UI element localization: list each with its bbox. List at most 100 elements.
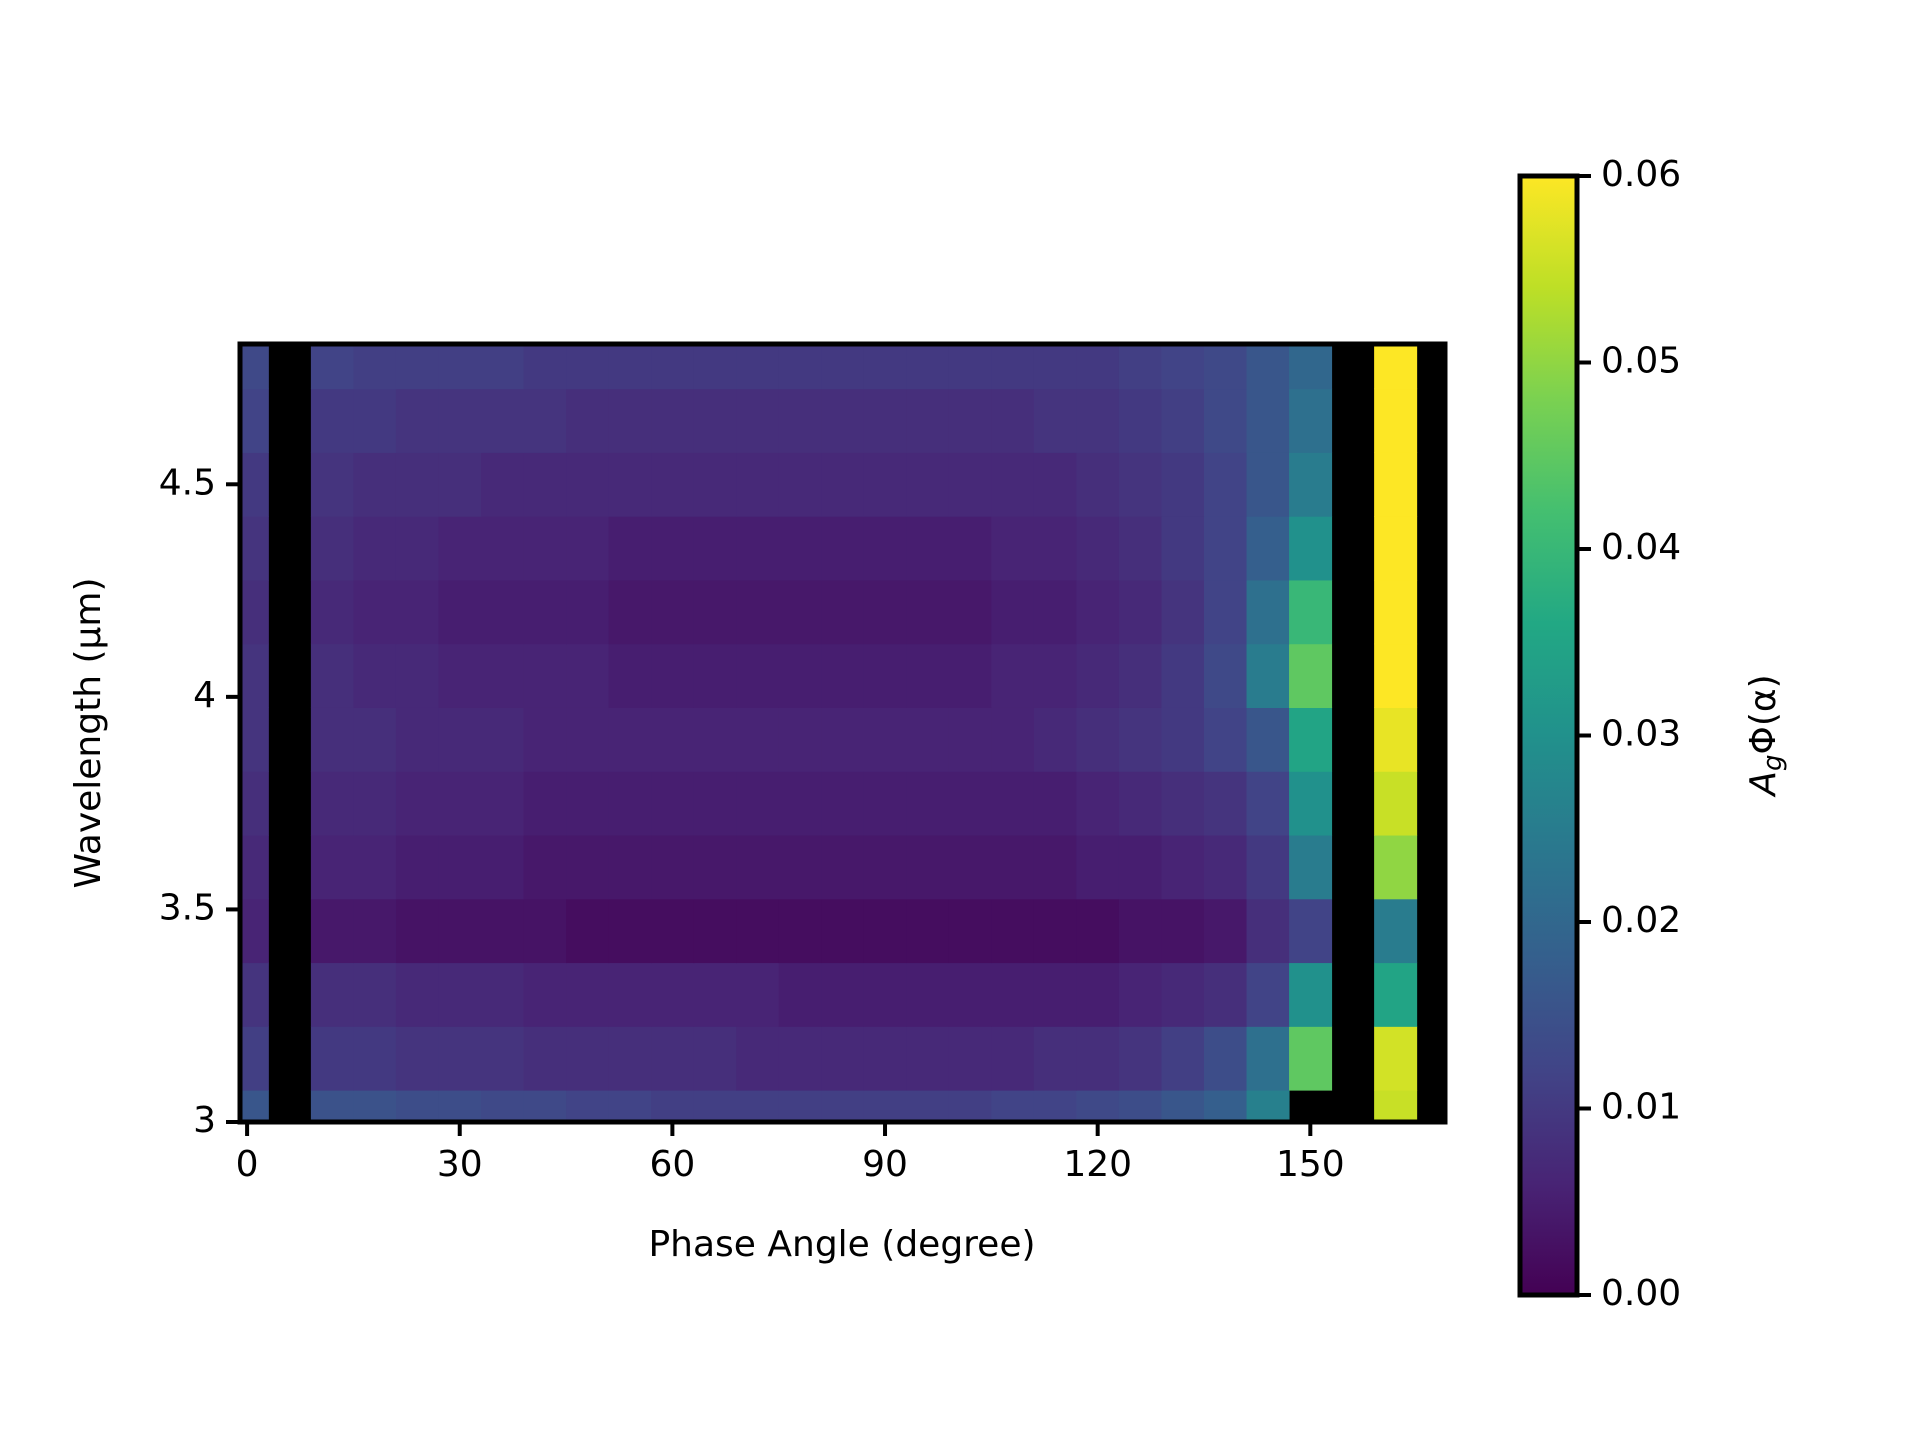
heatmap-cell	[310, 344, 354, 390]
heatmap-cell	[1161, 1090, 1205, 1122]
heatmap-cell	[948, 1026, 992, 1091]
heatmap-cell	[310, 1026, 354, 1091]
heatmap-cell	[1118, 344, 1162, 390]
heatmap-cell	[651, 579, 695, 645]
heatmap-cell	[1118, 835, 1162, 900]
heatmap-cell	[693, 835, 737, 900]
x-axis-label: Phase Angle (degree)	[648, 1224, 1035, 1265]
heatmap-cell	[948, 707, 992, 772]
heatmap-cell	[991, 516, 1035, 581]
heatmap-cell	[566, 452, 610, 517]
heatmap-cell	[523, 579, 567, 645]
heatmap-cell	[523, 898, 567, 964]
heatmap-cell	[523, 1026, 567, 1091]
heatmap-cell	[778, 835, 822, 900]
heatmap-cell	[353, 643, 397, 708]
heatmap-cell	[778, 898, 822, 964]
heatmap-cell	[778, 962, 822, 1027]
heatmap-cell	[1161, 707, 1205, 772]
heatmap-cell	[1118, 452, 1162, 517]
heatmap-cell	[1118, 388, 1162, 453]
heatmap-cell	[906, 1026, 950, 1091]
heatmap-cell	[438, 898, 482, 964]
heatmap-cell	[736, 962, 780, 1027]
heatmap-cell	[863, 516, 907, 581]
heatmap-cell	[438, 1026, 482, 1091]
heatmap-cell	[1118, 1026, 1162, 1091]
heatmap-cell	[608, 1026, 652, 1091]
heatmap-cell	[1246, 643, 1290, 708]
heatmap-cell	[438, 452, 482, 517]
heatmap-cell	[863, 707, 907, 772]
heatmap-cell	[821, 452, 865, 517]
heatmap-cell	[608, 962, 652, 1027]
heatmap-cell	[1289, 388, 1333, 453]
heatmap-cell	[693, 898, 737, 964]
heatmap-cell	[821, 388, 865, 453]
heatmap-cell	[736, 1026, 780, 1091]
heatmap-cell	[991, 643, 1035, 708]
heatmap-cell	[1289, 962, 1333, 1027]
heatmap-cell	[240, 388, 269, 453]
heatmap-cell	[438, 344, 482, 390]
heatmap-cell	[1374, 707, 1418, 772]
heatmap-cell	[481, 643, 525, 708]
heatmap-cell	[1246, 344, 1290, 390]
heatmap-cell	[310, 898, 354, 964]
heatmap-cell	[1076, 835, 1120, 900]
heatmap-cell	[395, 962, 439, 1027]
heatmap-cell	[991, 579, 1035, 645]
heatmap-cell	[1033, 898, 1077, 964]
heatmap-cell	[395, 452, 439, 517]
heatmap-cell	[736, 344, 780, 390]
heatmap-cell	[821, 344, 865, 390]
heatmap-cell	[240, 835, 269, 900]
heatmap-cell	[991, 1090, 1035, 1122]
x-tick-label: 150	[1276, 1144, 1345, 1185]
heatmap-cell	[991, 835, 1035, 900]
heatmap-cell	[1161, 388, 1205, 453]
heatmap-cell	[1289, 579, 1333, 645]
heatmap-cell	[1246, 1090, 1290, 1122]
heatmap-cell	[1161, 452, 1205, 517]
heatmap-cell	[906, 516, 950, 581]
heatmap-cell	[523, 707, 567, 772]
heatmap-cell	[1246, 452, 1290, 517]
heatmap-cell	[736, 579, 780, 645]
heatmap-cell	[1118, 1090, 1162, 1122]
heatmap-cell	[863, 344, 907, 390]
heatmap-cell	[906, 962, 950, 1027]
heatmap-cell	[1076, 579, 1120, 645]
heatmap-cell	[240, 643, 269, 708]
colorbar	[1517, 173, 1580, 1298]
heatmap-cell	[693, 1026, 737, 1091]
heatmap-cell	[736, 898, 780, 964]
heatmap-cell	[1246, 835, 1290, 900]
heatmap-cell	[523, 1090, 567, 1122]
heatmap-cell	[1118, 707, 1162, 772]
heatmap-cell	[240, 1026, 269, 1091]
heatmap-cell	[1033, 771, 1077, 836]
heatmap-cell	[1204, 344, 1248, 390]
heatmap-cell	[948, 898, 992, 964]
heatmap-cell	[863, 388, 907, 453]
heatmap-cell	[1161, 771, 1205, 836]
heatmap-cell	[1374, 1090, 1418, 1122]
heatmap-cell	[481, 388, 525, 453]
heatmap-cell	[863, 962, 907, 1027]
heatmap-cell	[906, 452, 950, 517]
heatmap-cell	[948, 516, 992, 581]
heatmap-cell	[736, 835, 780, 900]
heatmap-cell	[395, 516, 439, 581]
heatmap-cell	[1033, 344, 1077, 390]
heatmap-cell	[481, 962, 525, 1027]
heatmap-cell	[1076, 1090, 1120, 1122]
heatmap-cell	[608, 835, 652, 900]
heatmap-cell	[1289, 516, 1333, 581]
heatmap-cell	[438, 707, 482, 772]
heatmap-cell	[991, 771, 1035, 836]
colorbar-tick-label: 0.06	[1601, 154, 1681, 195]
heatmap-cell	[481, 579, 525, 645]
heatmap-cell	[948, 771, 992, 836]
